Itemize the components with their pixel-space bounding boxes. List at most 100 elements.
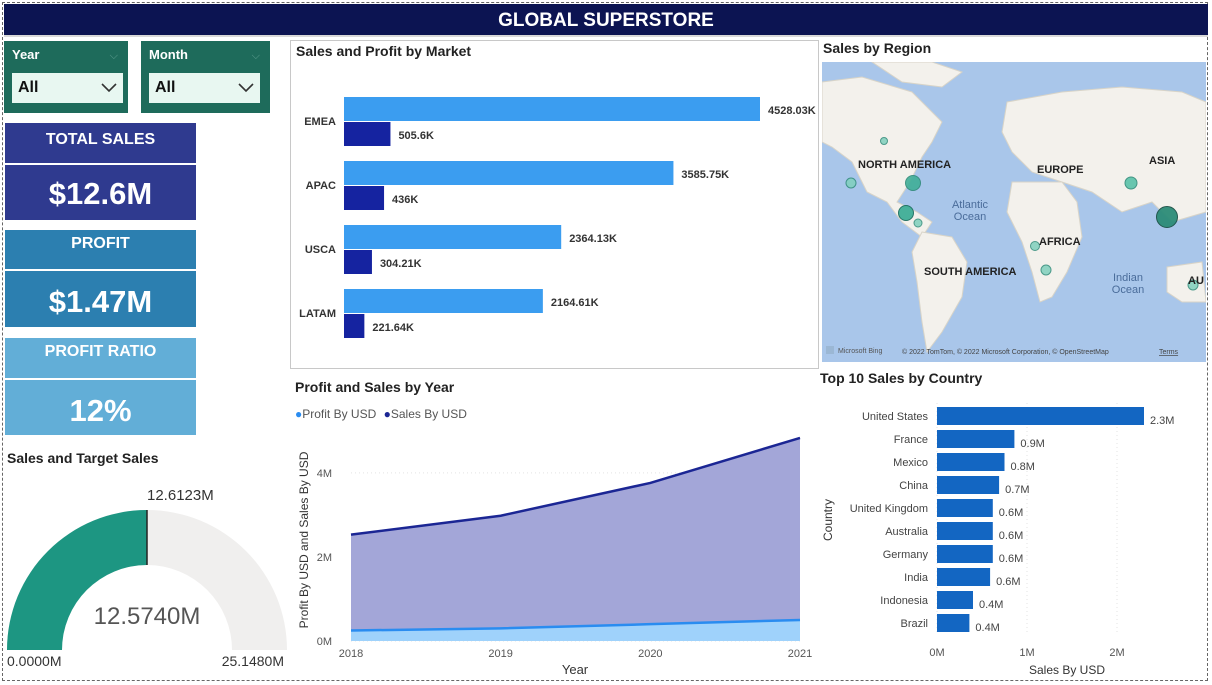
market-sales-bar [344, 289, 543, 313]
country-xtick-label: 2M [1109, 647, 1124, 659]
market-category-label: USCA [305, 244, 336, 256]
country-bar [937, 614, 970, 632]
map-label-europe: EUROPE [1037, 164, 1083, 176]
south-america-land [911, 231, 968, 354]
region-bubble[interactable] [898, 205, 914, 221]
greenland-land [871, 62, 964, 88]
sales-area [351, 437, 800, 641]
year-ytick-label: 2M [317, 552, 332, 564]
region-bubble[interactable] [1124, 176, 1138, 190]
month-slicer: Month ⌵ All [141, 41, 270, 113]
dashboard-title: GLOBAL SUPERSTORE [4, 4, 1208, 37]
market-category-label: APAC [306, 180, 336, 192]
country-category-label: Brazil [900, 618, 928, 630]
region-bubble[interactable] [1040, 264, 1052, 276]
market-profit-bar [344, 250, 372, 274]
region-bubble[interactable] [1187, 279, 1199, 291]
country-bar-label: 0.6M [999, 553, 1023, 565]
market-profit-label: 505.6K [398, 130, 434, 142]
country-bar [937, 407, 1144, 425]
country-bar [937, 453, 1005, 471]
region-bubble[interactable] [913, 218, 923, 228]
country-category-label: Mexico [893, 457, 928, 469]
profit-area [351, 619, 800, 641]
market-sales-label: 4528.03K [768, 105, 816, 117]
profit-line [350, 618, 801, 632]
country-xtick-label: 1M [1019, 647, 1034, 659]
year-xtick-label: 2021 [788, 648, 812, 660]
market-chart[interactable]: EMEA 4528.03K 505.6K APAC 3585.75K 436K USCA 23… [291, 80, 818, 350]
year-ytick-label: 0M [317, 636, 332, 648]
gauge-target-label: 12.6123M [147, 487, 214, 504]
market-sales-bar [344, 161, 674, 185]
region-bubble[interactable] [1030, 241, 1040, 251]
legend-sales[interactable]: Sales By USD [390, 407, 467, 421]
profit-value: $1.47M [5, 271, 196, 327]
chevron-down-icon [101, 83, 117, 93]
country-bar-label: 2.3M [1150, 415, 1174, 427]
sales-target-gauge[interactable]: 12.6123M 12.5740M 0.0000M 25.1480M [0, 480, 290, 675]
country-bar-label: 0.9M [1020, 438, 1044, 450]
country-bar [937, 499, 993, 517]
country-bar-label: 0.8M [1011, 461, 1035, 473]
market-profit-label: 436K [392, 194, 418, 206]
slicer-collapse-icon[interactable]: ⌵ [251, 49, 260, 62]
north-america-land [822, 76, 943, 238]
region-map[interactable]: NORTH AMERICA EUROPE ASIA AFRICA SOUTH A… [822, 62, 1206, 362]
gauge-min-label: 0.0000M [7, 653, 61, 669]
map-label-australia: AU [1188, 275, 1204, 287]
year-dropdown[interactable]: All [12, 73, 123, 103]
map-ocean-atlantic-2: Ocean [954, 211, 986, 223]
market-category-label: LATAM [299, 308, 336, 320]
region-bubble[interactable] [880, 137, 888, 145]
africa-land [1006, 181, 1083, 303]
country-bar [937, 545, 993, 563]
country-category-label: Germany [883, 549, 929, 561]
gauge-fill [7, 510, 147, 650]
market-category-label: EMEA [304, 116, 336, 128]
month-slicer-label: Month [149, 47, 188, 62]
total-sales-label: TOTAL SALES [5, 123, 196, 163]
year-xtick-label: 2020 [638, 648, 662, 660]
market-profit-bar [344, 122, 391, 146]
year-chart-legend: ●Profit By USD ●Sales By USD [295, 407, 467, 421]
market-profit-label: 304.21K [380, 258, 422, 270]
country-category-label: United States [862, 411, 929, 423]
country-bar-label: 0.4M [975, 622, 999, 634]
chevron-down-icon [238, 83, 254, 93]
country-bar [937, 522, 993, 540]
market-profit-label: 221.64K [372, 322, 414, 334]
slicer-collapse-icon[interactable]: ⌵ [109, 49, 118, 62]
country-bar [937, 430, 1015, 448]
year-chart-title: Profit and Sales by Year [295, 379, 455, 395]
gauge-value-label: 12.5740M [94, 603, 201, 630]
map-ocean-atlantic: Atlantic [952, 199, 989, 211]
map-label-asia: ASIA [1149, 155, 1175, 167]
year-xaxis-title: Year [562, 662, 589, 677]
map-terms-link[interactable]: Terms [1159, 349, 1179, 356]
country-bar-label: 0.6M [999, 530, 1023, 542]
legend-dot-icon: ● [383, 407, 391, 421]
bing-logo-icon [826, 346, 834, 354]
market-sales-label: 3585.75K [681, 169, 729, 181]
profit-ratio-value: 12% [5, 380, 196, 435]
map-label-north-america: NORTH AMERICA [858, 159, 951, 171]
legend-profit[interactable]: Profit By USD [302, 407, 377, 421]
country-xtick-label: 0M [929, 647, 944, 659]
country-category-label: India [904, 572, 929, 584]
region-bubble[interactable] [905, 175, 921, 191]
profit-label: PROFIT [5, 230, 196, 269]
country-bar-label: 0.7M [1005, 484, 1029, 496]
year-ytick-label: 4M [317, 468, 332, 480]
market-sales-bar [344, 225, 562, 249]
market-chart-frame [290, 40, 819, 369]
country-xaxis-title: Sales By USD [1029, 663, 1105, 677]
country-chart[interactable]: 0M 1M 2M United States 2.3M France 0.9M Mexico 0… [818, 395, 1208, 680]
sales-line [350, 436, 801, 536]
region-bubble[interactable] [1156, 206, 1178, 228]
year-chart[interactable]: 0M 2M 4M 2018 2019 2020 2021 Year Profit By USD … [292, 430, 817, 680]
month-dropdown[interactable]: All [149, 73, 260, 103]
australia-land [1166, 261, 1206, 303]
region-bubble[interactable] [845, 177, 857, 189]
